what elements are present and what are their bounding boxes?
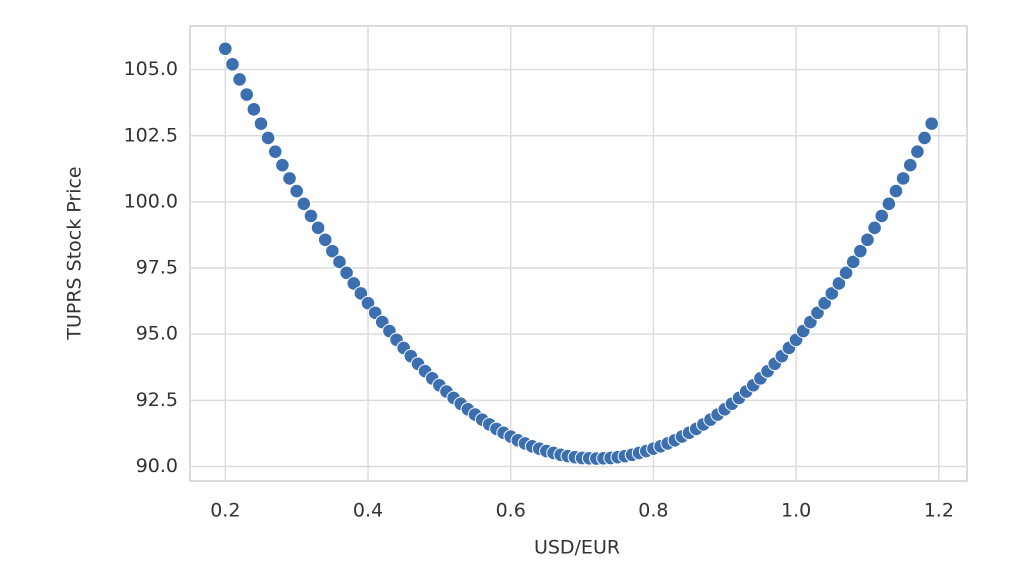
- scatter-point: [817, 295, 832, 311]
- y-tick-label: 95.0: [136, 323, 178, 345]
- scatter-point: [831, 276, 847, 291]
- scatter-point: [310, 220, 326, 236]
- scatter-point: [218, 41, 233, 57]
- x-tick-label: 1.2: [924, 500, 954, 522]
- x-tick-label: 0.8: [638, 500, 668, 522]
- scatter-point: [824, 286, 840, 301]
- scatter-point: [838, 265, 854, 281]
- scatter-point: [267, 144, 283, 159]
- scatter-point: [867, 220, 882, 236]
- x-axis-label: USD/EUR: [534, 537, 620, 559]
- scatter-point: [339, 265, 354, 281]
- scatter-point: [296, 196, 312, 212]
- scatter-point: [874, 208, 890, 224]
- scatter-point: [902, 157, 918, 173]
- scatter-point: [289, 183, 304, 199]
- scatter-point: [853, 243, 868, 259]
- scatter-point: [845, 254, 861, 270]
- y-tick-label: 92.5: [136, 389, 178, 411]
- scatter-point: [225, 57, 240, 72]
- scatter-point: [860, 232, 875, 248]
- scatter-point: [325, 243, 340, 259]
- x-tick-label: 0.2: [210, 500, 240, 522]
- y-tick-label: 102.5: [124, 124, 178, 146]
- scatter-point: [317, 232, 333, 248]
- y-axis-label: TUPRS Stock Price: [64, 166, 86, 340]
- scatter-point: [924, 116, 939, 131]
- scatter-point: [346, 276, 362, 291]
- scatter-point: [282, 171, 297, 186]
- scatter-point: [910, 144, 925, 159]
- scatter-point: [260, 130, 276, 146]
- scatter-point: [881, 196, 897, 212]
- x-tick-label: 1.0: [781, 500, 811, 522]
- scatter-point: [239, 87, 255, 102]
- y-tick-label: 90.0: [136, 455, 178, 477]
- scatter-point: [246, 102, 262, 117]
- scatter-point: [353, 286, 369, 301]
- y-tick-label: 105.0: [124, 58, 178, 80]
- scatter-point: [332, 254, 347, 270]
- y-tick-label: 100.0: [124, 190, 178, 212]
- x-tick-label: 0.6: [496, 500, 526, 522]
- scatter-point: [888, 183, 904, 199]
- scatter-point: [275, 157, 290, 173]
- y-tick-label: 97.5: [136, 257, 178, 279]
- x-tick-label: 0.4: [353, 500, 383, 522]
- scatter-point: [253, 116, 269, 131]
- scatter-point: [895, 171, 911, 186]
- plot-area: [189, 25, 968, 482]
- scatter-point: [303, 208, 319, 224]
- scatter-point: [232, 72, 247, 87]
- scatter-point: [917, 130, 932, 146]
